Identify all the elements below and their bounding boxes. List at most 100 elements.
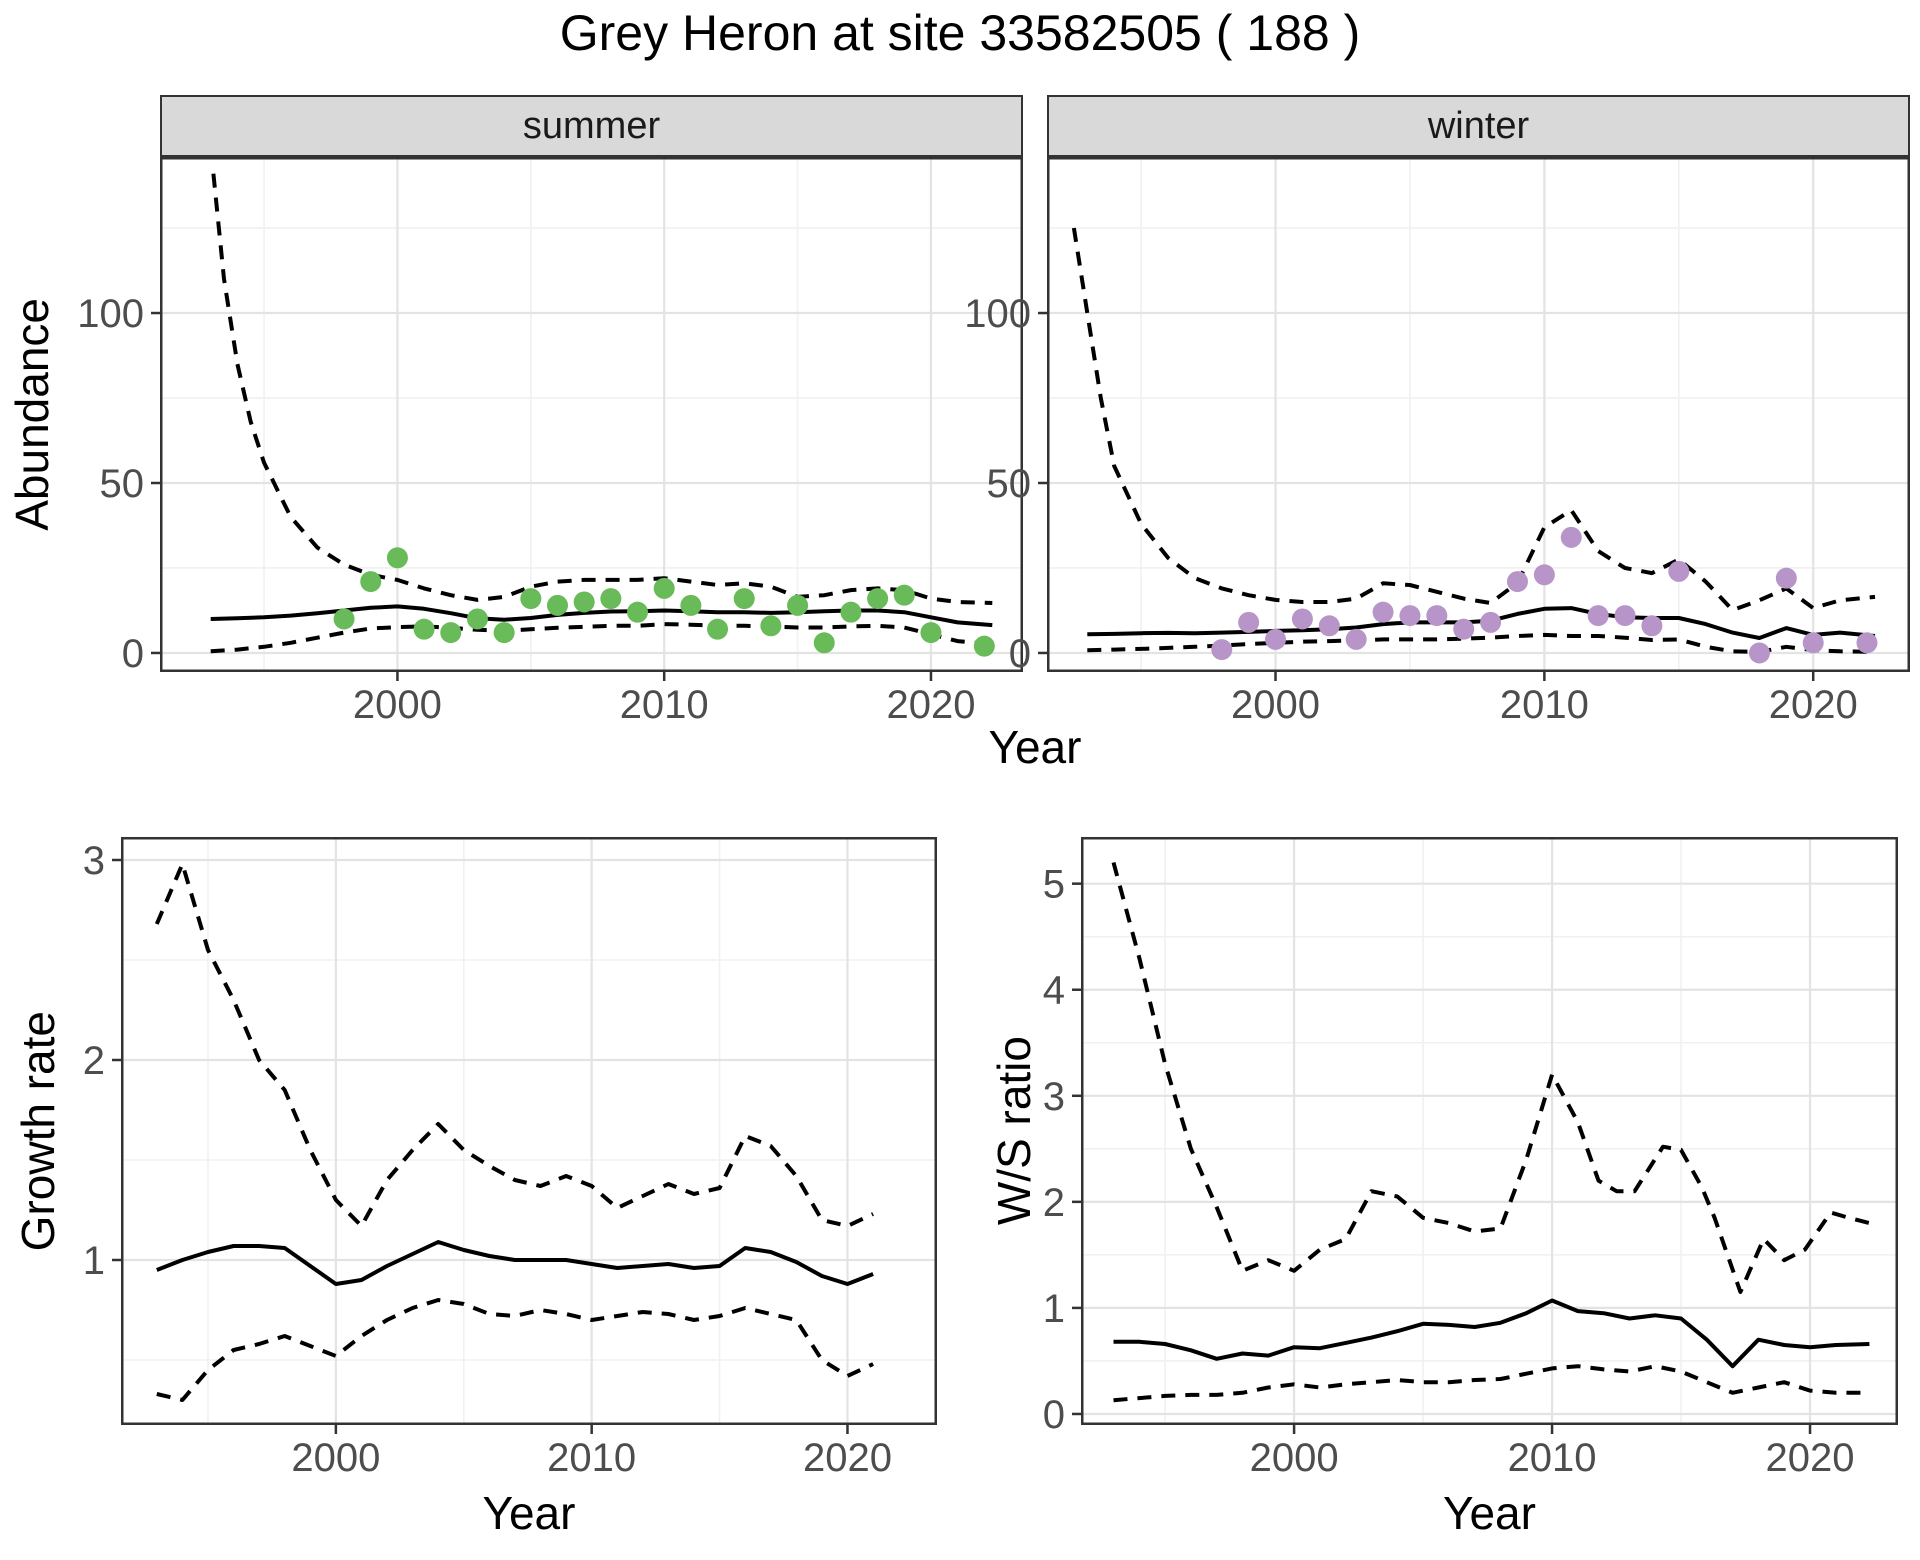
data-point <box>653 577 675 599</box>
x-tick-label: 2020 <box>1769 683 1858 727</box>
data-point <box>973 635 995 657</box>
x-tick-label: 2010 <box>620 683 709 727</box>
y-axis-title-ws-ratio: W/S ratio <box>984 837 1044 1425</box>
data-point <box>386 547 408 569</box>
data-point <box>1668 560 1690 582</box>
x-tick-label: 2020 <box>886 683 975 727</box>
x-axis-title-growth-rate: Year <box>482 1487 576 1539</box>
facet-strip-winter: winter <box>1047 95 1910 157</box>
panel-border <box>121 837 937 1425</box>
data-point <box>1345 628 1367 650</box>
data-point <box>1614 605 1636 627</box>
data-point <box>413 618 435 640</box>
data-point <box>1453 618 1475 640</box>
panel-border <box>1081 837 1898 1425</box>
data-point <box>787 594 809 616</box>
y-tick-label: 0 <box>1043 1393 1065 1437</box>
y-axis-title-ws-ratio-text: W/S ratio <box>988 1036 1040 1226</box>
data-point <box>1560 526 1582 548</box>
panel-abundance-summer: 2000 2010 2020 0 50 100 <box>77 157 1023 727</box>
y-axis-title-growth-rate-text: Growth rate <box>12 1010 64 1252</box>
data-point <box>733 588 755 610</box>
data-point <box>1211 639 1233 661</box>
data-point <box>1426 605 1448 627</box>
y-tick-label: 5 <box>1043 863 1065 907</box>
y-tick-label: 0 <box>1009 632 1031 676</box>
y-tick-label: 100 <box>964 292 1031 336</box>
x-tick-label: 2020 <box>803 1436 892 1480</box>
y-tick-label: 1 <box>1043 1287 1065 1331</box>
x-tick-label: 2010 <box>1508 1436 1597 1480</box>
y-axis-title-abundance-text: Abundance <box>6 298 58 531</box>
y-tick-label: 0 <box>122 632 144 676</box>
data-point <box>627 601 649 623</box>
data-point <box>573 591 595 613</box>
x-tick-label: 2000 <box>291 1436 380 1480</box>
data-point <box>867 588 889 610</box>
data-point <box>1587 605 1609 627</box>
data-point <box>1480 611 1502 633</box>
panel-ws-ratio: 2000 2010 2020 0 1 2 3 4 5 <box>1043 837 1898 1480</box>
data-point <box>1265 628 1287 650</box>
series-lower-95ci <box>210 622 993 654</box>
facet-strip-summer: summer <box>160 95 1023 157</box>
y-tick-label: 3 <box>83 839 105 883</box>
panel-growth-rate: 2000 2010 2020 1 2 3 <box>83 837 937 1480</box>
series-lower-95ci <box>156 1298 874 1402</box>
x-tick-label: 2020 <box>1766 1436 1855 1480</box>
figure-title: Grey Heron at site 33582505 ( 188 ) <box>559 5 1361 61</box>
data-point <box>893 584 915 606</box>
x-tick-label: 2000 <box>1250 1436 1339 1480</box>
x-tick-label: 2000 <box>1231 683 1320 727</box>
data-point <box>1856 632 1878 654</box>
series-fit <box>1113 1298 1870 1369</box>
data-point <box>546 594 568 616</box>
y-axis-title-growth-rate: Growth rate <box>8 837 68 1425</box>
series-lower-95ci <box>1113 1364 1870 1403</box>
data-point <box>707 618 729 640</box>
y-tick-label: 1 <box>83 1239 105 1283</box>
series-upper-95ci <box>1071 227 1876 613</box>
y-tick-label: 2 <box>83 1039 105 1083</box>
data-point <box>920 622 942 644</box>
series-fit <box>156 1240 874 1286</box>
series-upper-95ci <box>1111 861 1870 1294</box>
data-point <box>680 594 702 616</box>
data-point <box>520 588 542 610</box>
panel-border <box>1047 157 1910 672</box>
series-upper-95ci <box>154 862 874 1228</box>
y-tick-label: 50 <box>100 462 145 506</box>
data-point <box>1775 567 1797 589</box>
facet-strip-winter-label: winter <box>1427 104 1530 147</box>
y-tick-label: 2 <box>1043 1181 1065 1225</box>
data-point <box>840 601 862 623</box>
data-point <box>1372 601 1394 623</box>
facet-strip-summer-label: summer <box>522 104 661 147</box>
x-tick-label: 2000 <box>353 683 442 727</box>
data-point <box>1318 615 1340 637</box>
data-point <box>813 632 835 654</box>
x-tick-label: 2010 <box>1500 683 1589 727</box>
x-axis-title-ws-ratio: Year <box>1443 1487 1536 1539</box>
data-point <box>333 608 355 630</box>
data-point <box>1641 615 1663 637</box>
data-point <box>1291 608 1313 630</box>
series-fit <box>1087 606 1876 640</box>
data-point <box>466 608 488 630</box>
data-point <box>1506 571 1528 593</box>
data-point <box>1802 632 1824 654</box>
x-tick-label: 2010 <box>547 1436 636 1480</box>
data-point <box>760 615 782 637</box>
y-tick-label: 50 <box>987 462 1032 506</box>
series-fit <box>210 604 993 628</box>
panel-abundance-winter: 2000 2010 2020 0 50 100 <box>964 157 1910 727</box>
series-upper-95ci <box>211 173 993 605</box>
y-axis-title-abundance: Abundance <box>2 157 62 672</box>
y-tick-label: 4 <box>1043 969 1065 1013</box>
data-point <box>600 588 622 610</box>
data-point <box>1748 642 1770 664</box>
data-point <box>440 622 462 644</box>
data-point <box>493 622 515 644</box>
data-point <box>1238 611 1260 633</box>
y-tick-label: 3 <box>1043 1075 1065 1119</box>
